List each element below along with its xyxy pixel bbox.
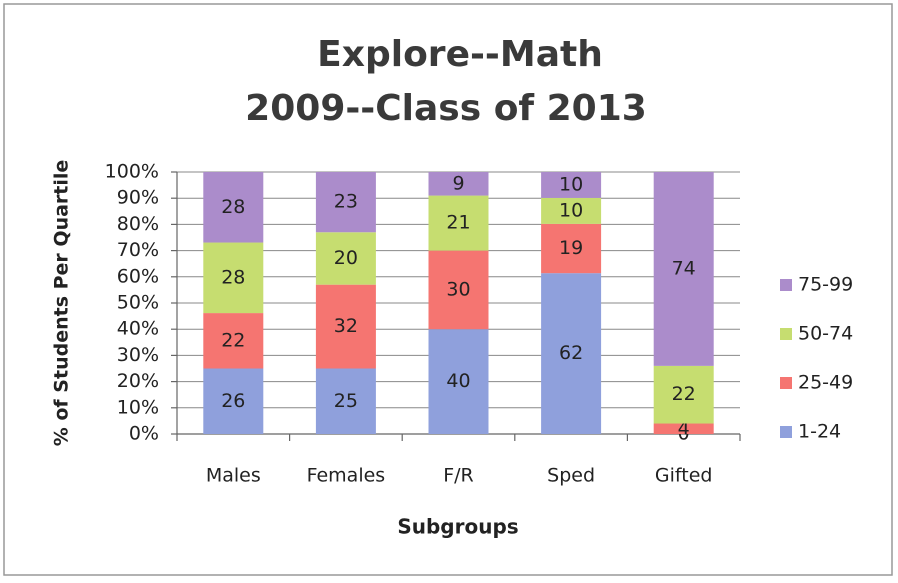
bar-segment [428, 195, 489, 251]
data-label: 30 [446, 278, 470, 300]
x-tick-label: Females [307, 465, 386, 487]
y-tick-label: 40% [117, 318, 159, 340]
chart-title: Explore--Math [317, 34, 603, 75]
x-tick-label: Sped [547, 465, 595, 487]
chart-title: 2009--Class of 2013 [245, 88, 647, 129]
bar-segment [541, 172, 602, 198]
data-label: 9 [452, 172, 464, 194]
x-tick-label: Males [206, 465, 261, 487]
data-label: 10 [559, 199, 583, 221]
data-label: 32 [334, 315, 358, 337]
y-tick-label: 20% [117, 370, 159, 392]
data-label: 21 [446, 212, 470, 234]
bar-segment [428, 329, 489, 434]
bar-segment [428, 172, 489, 196]
y-tick-label: 0% [129, 423, 159, 445]
y-tick-label: 80% [117, 213, 159, 235]
bar-segment [315, 232, 376, 285]
x-tick-label: Gifted [655, 465, 713, 487]
bar-segment [541, 223, 602, 274]
data-label: 74 [672, 257, 696, 279]
data-label: 22 [672, 383, 696, 405]
legend-swatch [780, 279, 792, 291]
data-label: 40 [446, 370, 470, 392]
bar-segment [203, 368, 264, 434]
bar-segment [203, 313, 264, 369]
y-tick-label: 50% [117, 292, 159, 314]
y-tick-label: 60% [117, 265, 159, 287]
bar-segment [653, 365, 714, 424]
bar-segment [315, 368, 376, 434]
legend-label: 25-49 [798, 372, 853, 394]
legend-label: 50-74 [798, 323, 853, 345]
bar-segment [315, 172, 376, 233]
bar-segment [653, 172, 714, 366]
bar-segment [203, 172, 264, 243]
data-label: 26 [221, 390, 245, 412]
bar-segment [315, 284, 376, 369]
legend-swatch [780, 426, 792, 438]
y-axis-title: % of Students Per Quartile [51, 160, 73, 447]
data-label: 22 [221, 329, 245, 351]
bar-segment [541, 197, 602, 224]
bar-segment [541, 273, 602, 434]
data-label: 28 [221, 196, 245, 218]
y-tick-label: 30% [117, 344, 159, 366]
y-tick-label: 10% [117, 396, 159, 418]
legend-swatch [780, 328, 792, 340]
legend-label: 1-24 [798, 421, 841, 443]
data-label: 28 [221, 266, 245, 288]
data-label: 20 [334, 247, 358, 269]
bar-segment [203, 242, 264, 314]
legend-label: 75-99 [798, 274, 853, 296]
bar-segment [653, 423, 714, 434]
data-label: 25 [334, 390, 358, 412]
data-label: 19 [559, 237, 583, 259]
data-label: 62 [559, 342, 583, 364]
y-tick-label: 90% [117, 187, 159, 209]
legend-swatch [780, 377, 792, 389]
y-tick-label: 100% [105, 161, 159, 183]
y-tick-label: 70% [117, 239, 159, 261]
x-tick-label: F/R [443, 465, 474, 487]
data-label: 23 [334, 191, 358, 213]
data-label: 10 [559, 173, 583, 195]
bar-segment [428, 250, 489, 330]
x-axis-title: Subgroups [397, 515, 518, 539]
